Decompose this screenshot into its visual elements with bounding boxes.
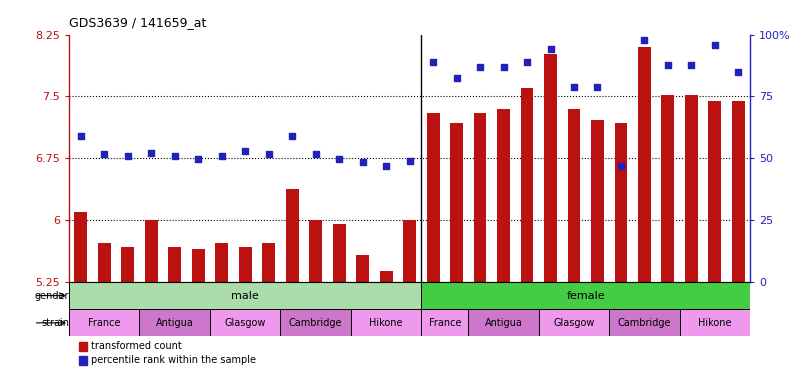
Bar: [497, 109, 510, 282]
Point: [685, 62, 698, 68]
Text: gender: gender: [34, 291, 69, 301]
Bar: [285, 189, 298, 282]
Bar: [539, 309, 609, 336]
Text: Glasgow: Glasgow: [553, 318, 594, 328]
Bar: [139, 309, 210, 336]
Point: [262, 151, 275, 157]
Point: [333, 156, 345, 162]
Bar: [568, 109, 581, 282]
Bar: [262, 243, 275, 282]
Bar: [615, 123, 628, 282]
Point: [521, 59, 534, 65]
Bar: [69, 282, 421, 309]
Bar: [79, 342, 88, 351]
Bar: [591, 119, 604, 282]
Text: Antigua: Antigua: [156, 318, 194, 328]
Point: [568, 83, 581, 89]
Point: [427, 59, 440, 65]
Bar: [121, 247, 134, 282]
Bar: [281, 309, 351, 336]
Bar: [544, 53, 557, 282]
Text: France: France: [428, 318, 461, 328]
Point: [403, 158, 416, 164]
Point: [638, 37, 651, 43]
Bar: [521, 88, 534, 282]
Bar: [333, 224, 345, 282]
Bar: [238, 247, 251, 282]
Bar: [609, 309, 680, 336]
Point: [238, 148, 251, 154]
Point: [309, 151, 322, 157]
Bar: [168, 247, 181, 282]
Bar: [680, 309, 750, 336]
Text: Cambridge: Cambridge: [289, 318, 342, 328]
Point: [144, 149, 157, 156]
Text: Hikone: Hikone: [369, 318, 403, 328]
Point: [191, 156, 204, 162]
Bar: [732, 101, 744, 282]
Bar: [685, 95, 698, 282]
Point: [615, 163, 628, 169]
Bar: [380, 271, 393, 282]
Text: Antigua: Antigua: [485, 318, 522, 328]
Text: male: male: [231, 291, 259, 301]
Bar: [403, 220, 416, 282]
Bar: [79, 356, 88, 365]
Text: transformed count: transformed count: [92, 341, 182, 351]
Text: percentile rank within the sample: percentile rank within the sample: [92, 355, 256, 365]
Bar: [215, 243, 228, 282]
Bar: [662, 95, 675, 282]
Text: GDS3639 / 141659_at: GDS3639 / 141659_at: [69, 16, 206, 29]
Point: [544, 46, 557, 52]
Text: France: France: [88, 318, 120, 328]
Point: [380, 163, 393, 169]
Bar: [191, 249, 204, 282]
Text: Cambridge: Cambridge: [618, 318, 672, 328]
Bar: [356, 255, 369, 282]
Bar: [69, 309, 139, 336]
Point: [662, 62, 675, 68]
Bar: [427, 113, 440, 282]
Bar: [309, 220, 322, 282]
Point: [215, 153, 228, 159]
Text: Hikone: Hikone: [698, 318, 732, 328]
Point: [474, 64, 487, 70]
Text: female: female: [566, 291, 605, 301]
Bar: [351, 309, 421, 336]
Point: [121, 153, 134, 159]
Bar: [97, 243, 110, 282]
Bar: [638, 47, 651, 282]
Bar: [421, 282, 750, 309]
Point: [732, 69, 745, 75]
Bar: [421, 309, 468, 336]
Point: [591, 83, 604, 89]
Text: strain: strain: [41, 318, 69, 328]
Bar: [450, 123, 463, 282]
Bar: [474, 113, 487, 282]
Point: [497, 64, 510, 70]
Bar: [75, 212, 87, 282]
Point: [450, 75, 463, 81]
Bar: [709, 101, 722, 282]
Point: [74, 133, 87, 139]
Point: [168, 153, 181, 159]
Point: [97, 151, 110, 157]
Bar: [144, 220, 157, 282]
Bar: [210, 309, 281, 336]
Point: [285, 133, 298, 139]
Text: Glasgow: Glasgow: [225, 318, 266, 328]
Bar: [468, 309, 539, 336]
Point: [709, 42, 722, 48]
Point: [356, 159, 369, 166]
